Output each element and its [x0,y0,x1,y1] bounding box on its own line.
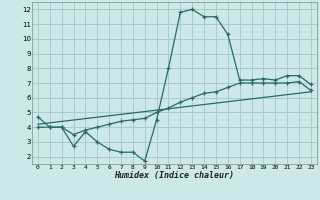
X-axis label: Humidex (Indice chaleur): Humidex (Indice chaleur) [115,171,234,180]
